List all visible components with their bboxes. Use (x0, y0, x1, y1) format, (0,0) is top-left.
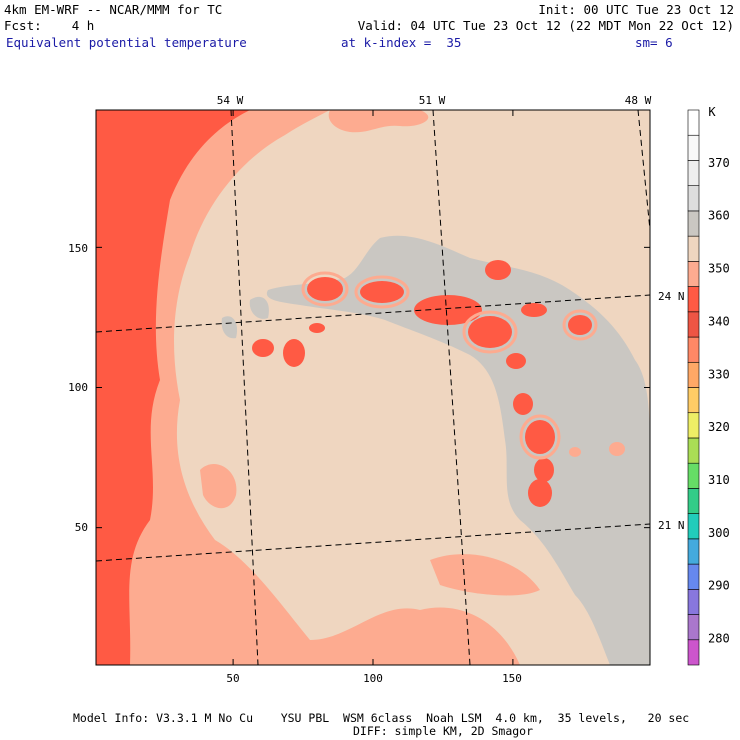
cell (568, 315, 592, 335)
colorbar-swatch (687, 589, 700, 615)
field-gray-patch-2 (618, 576, 650, 605)
colorbar-unit: K (708, 105, 716, 119)
colorbar-swatch (687, 134, 700, 161)
colorbar-swatch (687, 160, 700, 186)
colorbar-label: 350 (708, 262, 730, 276)
colorbar-swatch (687, 639, 700, 666)
cell-small (609, 442, 625, 456)
lat-label: 21 N (658, 519, 685, 532)
cell-halos (301, 271, 598, 460)
colorbar-swatch (687, 185, 700, 212)
colorbar-swatch (687, 210, 700, 237)
lon-label: 54 W (217, 94, 244, 107)
colorbar-label: 340 (708, 314, 730, 328)
field-gray-355 (266, 235, 650, 665)
cell (485, 260, 511, 280)
colorbar-swatch (687, 336, 700, 363)
diffusion-info: DIFF: simple KM, 2D Smagor (353, 724, 534, 738)
forecast-hour: Fcst: 4 h (4, 18, 95, 33)
colorbar-swatch (687, 614, 700, 641)
x-tick-label: 50 (226, 672, 239, 685)
parallel-21n (96, 523, 650, 562)
colorbar-swatch (687, 286, 700, 313)
colorbar-swatch (687, 462, 700, 489)
cell (468, 316, 512, 348)
colorbar-swatch (687, 513, 700, 540)
field-intrusion-2 (200, 464, 237, 509)
meridian-54w (230, 110, 259, 665)
colorbar-swatch (687, 311, 700, 338)
colorbar-swatch (687, 235, 700, 262)
colorbar-swatch (687, 538, 700, 565)
colorbar-label: 370 (708, 156, 730, 170)
x-tick-label: 150 (502, 672, 522, 685)
meridian-48w (637, 110, 650, 231)
cell (252, 339, 274, 357)
colorbar-swatch (687, 488, 700, 514)
convective-cells (252, 260, 592, 507)
smoothing-label: sm= 6 (635, 35, 673, 50)
cell (283, 339, 305, 367)
colorbar-label: 320 (708, 420, 730, 434)
parallel-24n (96, 294, 650, 333)
cell (309, 323, 325, 333)
colorbar-label: 280 (708, 632, 730, 646)
cell (414, 295, 482, 325)
graticule (96, 110, 650, 665)
field-intrusion-3 (430, 554, 540, 596)
colorbar-label: 300 (708, 526, 730, 540)
cell (534, 458, 554, 482)
cell (521, 303, 547, 317)
y-tick-label: 50 (75, 521, 88, 534)
colorbar-swatch (687, 387, 700, 414)
cell (525, 420, 555, 454)
field-gray-patch-3 (249, 296, 269, 319)
y-tick-label: 150 (68, 242, 88, 255)
lon-label: 48 W (625, 94, 652, 107)
lat-label: 24 N (658, 290, 685, 303)
colorbar (687, 109, 700, 666)
init-time: Init: 00 UTC Tue 23 Oct 12 (538, 2, 734, 17)
colorbar-swatch (687, 261, 700, 287)
lon-label: 51 W (419, 94, 446, 107)
colorbar-label: 290 (708, 579, 730, 593)
colorbar-swatch (687, 412, 700, 439)
cell-small (569, 447, 581, 457)
model-title: 4km EM-WRF -- NCAR/MMM for TC (4, 2, 223, 17)
model-info: Model Info: V3.3.1 M No Cu YSU PBL WSM 6… (73, 711, 690, 725)
cell (528, 479, 552, 507)
cell (506, 353, 526, 369)
cell (513, 393, 533, 415)
meridian-51w (432, 110, 471, 665)
cell (307, 277, 343, 301)
field-gray-patch-4 (221, 316, 238, 339)
colorbar-swatch (687, 361, 700, 388)
field-name: Equivalent potential temperature (6, 35, 247, 50)
colorbar-swatch (687, 437, 700, 464)
colorbar-swatch (687, 563, 700, 590)
y-tick-label: 100 (68, 381, 88, 394)
colorbar-label: 310 (708, 473, 730, 487)
level-label: at k-index = 35 (341, 35, 462, 50)
x-tick-label: 100 (363, 672, 383, 685)
colorbar-label: 360 (708, 209, 730, 223)
colorbar-swatch (687, 109, 700, 136)
colorbar-label: 330 (708, 367, 730, 381)
valid-time: Valid: 04 UTC Tue 23 Oct 12 (22 MDT Mon … (357, 18, 734, 33)
cell (360, 281, 404, 303)
field-intrusion-1 (328, 110, 429, 133)
heatmap-field (96, 110, 650, 665)
